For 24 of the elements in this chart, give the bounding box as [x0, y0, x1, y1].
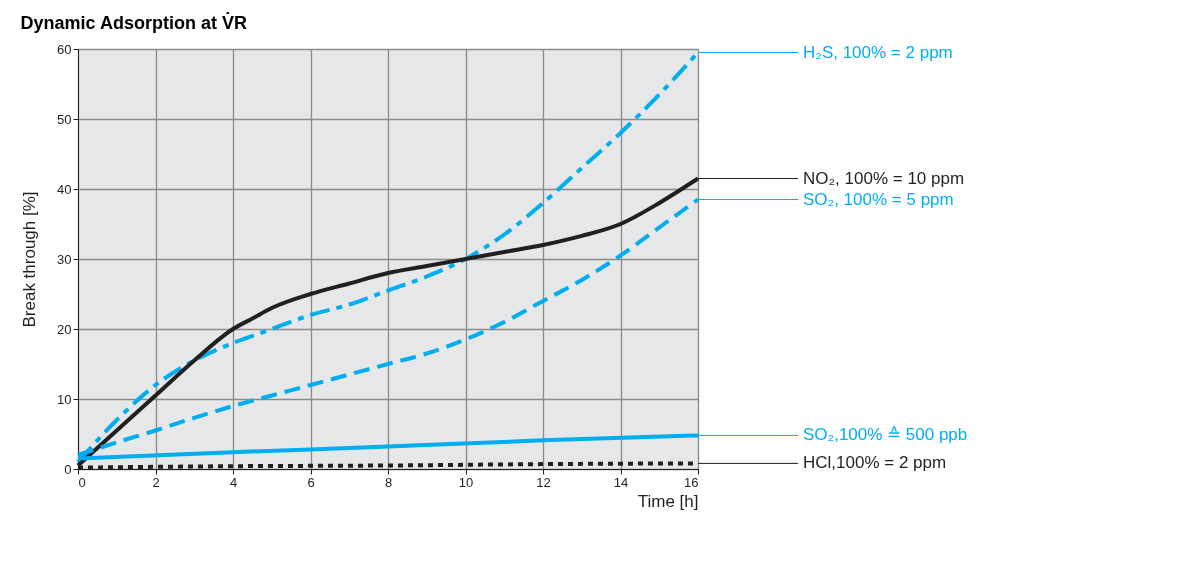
y-tick-label: 40	[57, 181, 72, 197]
x-tick-label: 8	[384, 474, 393, 490]
y-tick-label: 30	[57, 251, 72, 267]
text: SO₂, 100% = 5 ppm	[803, 189, 954, 209]
y-tick-label: 10	[57, 391, 72, 407]
x-tick-label: 12	[536, 474, 551, 490]
chart-title: Dynamic Adsorption at V̇R	[20, 12, 247, 33]
text: HCl,100% = 2 ppm	[803, 453, 947, 473]
x-tick-label: 16	[684, 474, 699, 490]
y-tick-label: 60	[57, 41, 72, 57]
y-tick-label: 50	[57, 111, 72, 127]
y-tick-label: 20	[57, 321, 72, 337]
x-tick-label: 4	[229, 474, 238, 490]
x-tick-label: 0	[78, 474, 86, 490]
text: NO₂, 100% = 10 ppm	[803, 168, 965, 188]
text: SO₂,100% ≙ 500 ppb	[803, 425, 968, 445]
x-axis-title: Time [h]	[637, 491, 699, 511]
x-tick-label: 2	[152, 474, 160, 490]
x-tick-label: 14	[613, 474, 629, 490]
x-tick-label: 10	[458, 474, 474, 490]
x-tick-label: 6	[307, 474, 315, 490]
text: H₂S, 100% = 2 ppm	[803, 42, 953, 62]
y-tick-label: 0	[64, 461, 72, 477]
y-axis-title: Break through [%]	[20, 191, 40, 328]
